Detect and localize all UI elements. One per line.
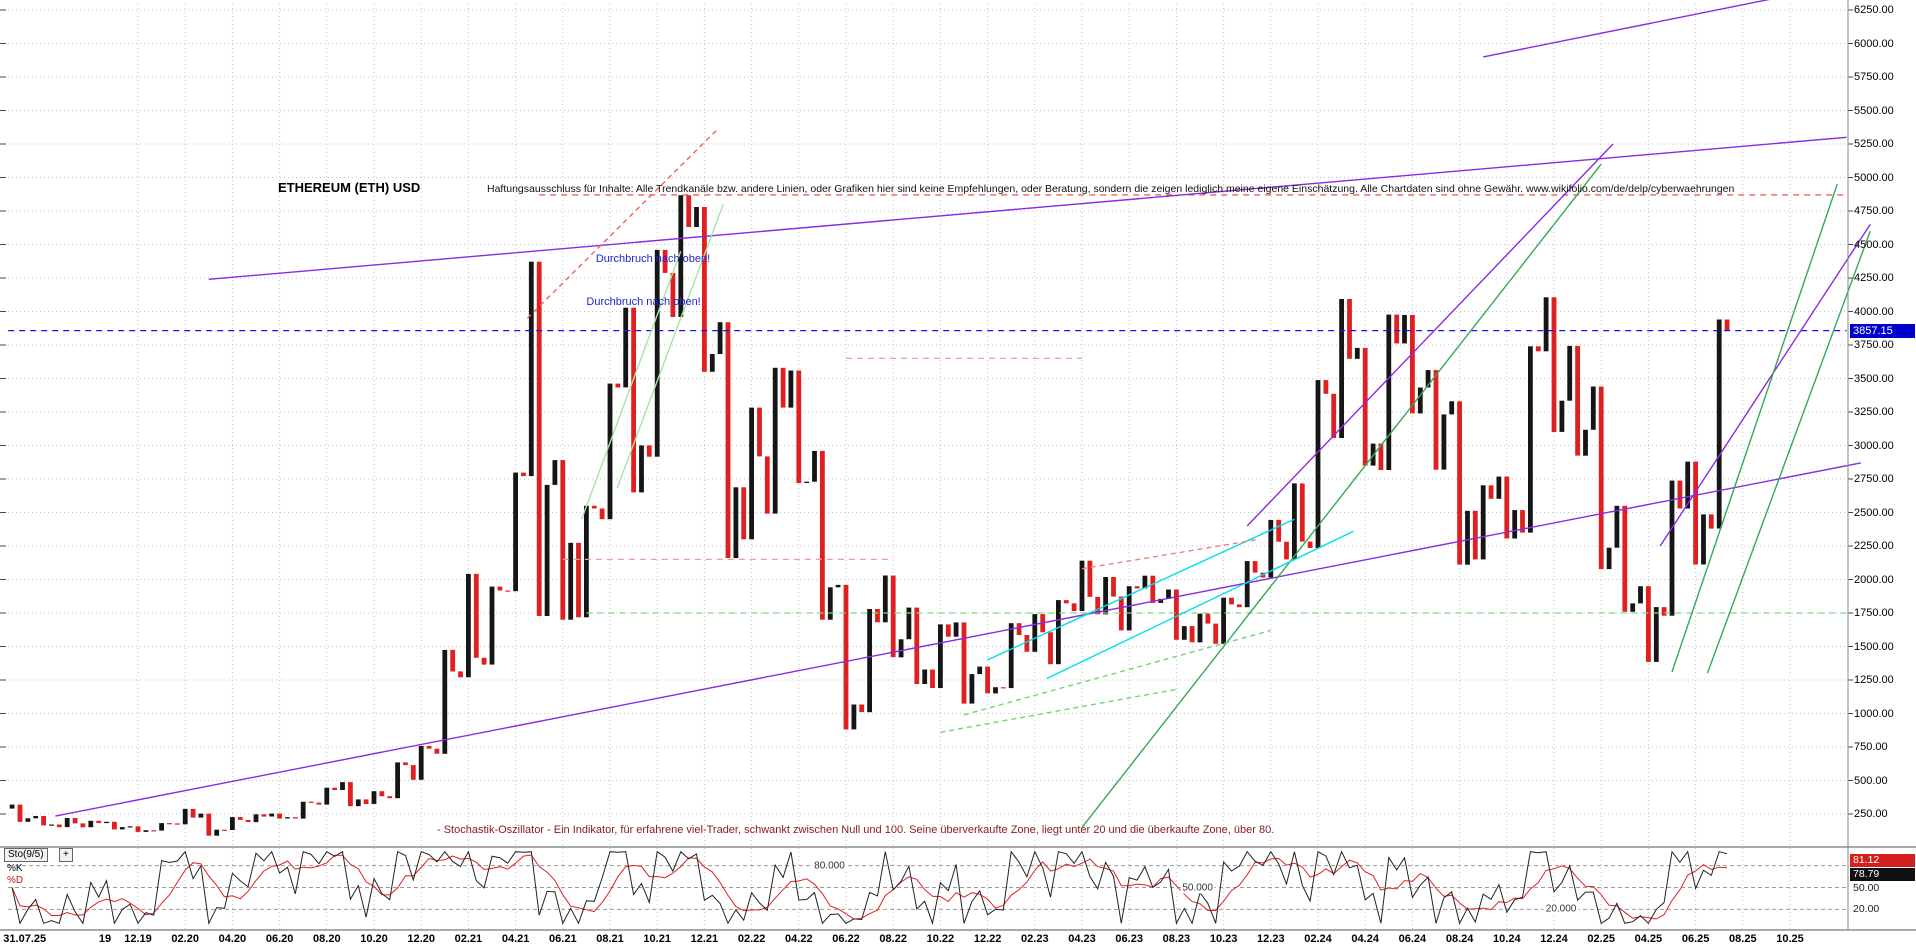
time-axis-label: 10.21 <box>643 933 671 945</box>
time-axis-label: 06.21 <box>549 933 577 945</box>
time-axis-label: 04.23 <box>1068 933 1096 945</box>
price-axis-label: 4250.00 <box>1854 272 1894 284</box>
time-axis-label: 10.20 <box>360 933 388 945</box>
time-axis-label: 04.22 <box>785 933 813 945</box>
breakout-annotation-2: Durchbruch nach oben! <box>586 296 701 309</box>
price-axis-label: 5750.00 <box>1854 71 1894 83</box>
time-axis-label: 06.24 <box>1398 933 1427 945</box>
osc-scale-50-label: 50.00 <box>1853 881 1880 894</box>
time-axis-label: 02.20 <box>171 933 199 945</box>
osc-scale-20-label: 20.00 <box>1853 903 1880 916</box>
violet-steep-2024 <box>1246 143 1614 527</box>
price-axis-label: 2750.00 <box>1854 473 1894 485</box>
price-axis-label: 3500.00 <box>1854 372 1894 385</box>
price-axis-label: 2000.00 <box>1854 573 1894 586</box>
time-axis-label: 02.24 <box>1304 933 1332 945</box>
time-axis-label: 06.22 <box>832 933 860 945</box>
time-axis-label: 08.22 <box>879 933 907 945</box>
time-axis-label: 10.23 <box>1209 933 1238 945</box>
price-axis-label: 4500.00 <box>1854 238 1894 251</box>
green-dashed-higherlows-1 <box>963 629 1271 716</box>
price-axis-label: 2250.00 <box>1854 540 1894 552</box>
time-axis-label: 12.23 <box>1257 933 1285 945</box>
osc-level-20-label: 20.000 <box>1543 903 1579 915</box>
price-axis-label: 5500.00 <box>1854 104 1894 117</box>
time-axis-label: 12.21 <box>690 933 719 945</box>
violet-long-support <box>55 462 1861 817</box>
osc-level-50-label: 50.000 <box>1180 882 1215 893</box>
violet-top-right <box>1483 0 1770 58</box>
breakout-annotation-1: Durchbruch nach oben! <box>595 253 711 266</box>
stochastic-d-line <box>11 854 1728 920</box>
time-axis-label: 08.24 <box>1445 933 1474 945</box>
price-axis-label: 6250.00 <box>1854 4 1894 16</box>
price-axis-label: 2500.00 <box>1854 506 1894 519</box>
stochastic-note: - Stochastik-Oszillator - Ein Indikator,… <box>437 824 1275 836</box>
price-axis-label: 4000.00 <box>1854 305 1894 318</box>
stochastic-k-line <box>11 850 1728 926</box>
green-dashed-higherlows-2 <box>940 688 1177 733</box>
green-long-uptrend <box>1081 163 1602 828</box>
time-axis-label: 12.20 <box>407 933 435 945</box>
time-axis-label: 08.21 <box>596 933 624 945</box>
time-axis-label: 10.24 <box>1493 933 1521 945</box>
time-axis-label: 08.25 <box>1729 933 1757 945</box>
time-axis-label: 08.20 <box>313 933 341 945</box>
time-axis-label: 10.22 <box>926 933 955 945</box>
price-axis-label: 1000.00 <box>1854 707 1894 720</box>
time-axis-label: 04.20 <box>218 933 247 945</box>
price-axis-label: 5000.00 <box>1854 171 1894 184</box>
percent-d-label: %D <box>7 875 24 886</box>
price-axis-label: 750.00 <box>1854 741 1888 753</box>
price-axis-label: 1500.00 <box>1854 640 1894 653</box>
osc-level-80-label: 80.000 <box>812 860 847 872</box>
price-axis-label: 3000.00 <box>1854 439 1894 452</box>
stochastic-d-badge: 81.12 <box>1850 854 1915 867</box>
time-axis-label: 31.07.25 <box>3 933 47 945</box>
disclaimer-text: Haftungsausschluss für Inhalte: Alle Tre… <box>487 183 1735 195</box>
price-axis-label: 5250.00 <box>1854 138 1894 150</box>
time-axis-label: 06.20 <box>265 933 294 945</box>
price-axis-label: 4750.00 <box>1854 205 1894 217</box>
time-axis-label: 06.23 <box>1115 933 1143 945</box>
price-axis-label: 500.00 <box>1854 774 1888 787</box>
time-axis-label: 04.24 <box>1351 933 1379 945</box>
current-price-badge: 3857.15 <box>1850 323 1915 338</box>
time-axis-label: 02.22 <box>737 933 766 945</box>
time-axis-label: 12.22 <box>973 933 1002 945</box>
indicator-add-button[interactable]: + <box>59 848 73 862</box>
price-axis-label: 1750.00 <box>1854 607 1894 619</box>
lightgreen-2021-trend-1 <box>616 204 724 489</box>
price-axis-label: 3750.00 <box>1854 339 1894 351</box>
time-axis-label: 12.24 <box>1540 933 1568 945</box>
green-right-channel-2 <box>1706 230 1871 674</box>
percent-k-label: %K <box>7 863 23 874</box>
green-right-channel-1 <box>1671 183 1838 673</box>
time-axis-label: 06.25 <box>1681 933 1710 945</box>
time-axis-label: 02.25 <box>1587 933 1615 945</box>
price-axis-label: 6000.00 <box>1854 37 1894 50</box>
price-axis-label: 3250.00 <box>1854 406 1894 418</box>
cyan-channel-upper <box>987 518 1295 661</box>
cyan-channel-lower <box>1046 530 1354 680</box>
stochastic-k-badge: 78.79 <box>1850 868 1915 881</box>
violet-upper-channel <box>208 136 1847 281</box>
violet-right-rising <box>1659 224 1871 547</box>
time-axis-label: 02.23 <box>1021 933 1049 945</box>
time-axis-label: 02.21 <box>454 933 483 945</box>
price-axis-label: 250.00 <box>1854 808 1888 820</box>
red-dashed-2023-res <box>1081 538 1260 570</box>
time-axis-label: 04.25 <box>1634 933 1663 945</box>
time-axis-label: 12.19 <box>124 933 152 945</box>
time-axis-label: 10.25 <box>1776 933 1804 945</box>
time-axis-label: 19 <box>98 933 112 945</box>
chart-title: ETHEREUM (ETH) USD <box>278 180 421 195</box>
indicator-label[interactable]: Sto(9/5) <box>4 848 48 862</box>
time-axis-label: 08.23 <box>1162 933 1191 945</box>
time-axis-label: 04.21 <box>501 933 530 945</box>
price-axis-label: 1250.00 <box>1854 674 1894 686</box>
lightgreen-2021-trend-2 <box>581 250 682 520</box>
